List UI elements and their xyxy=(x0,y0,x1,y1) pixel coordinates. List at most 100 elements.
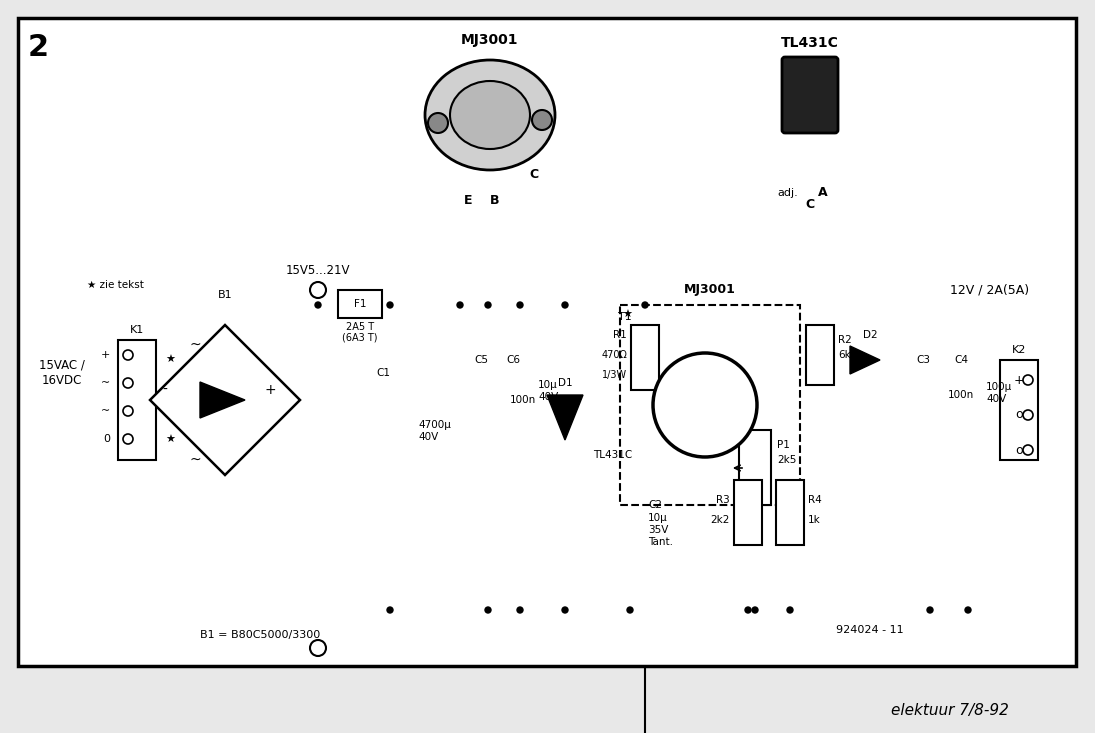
Text: 15V5...21V: 15V5...21V xyxy=(286,263,350,276)
Text: E: E xyxy=(464,194,472,207)
Bar xyxy=(734,480,762,545)
Text: 100µ: 100µ xyxy=(986,382,1012,392)
Circle shape xyxy=(428,113,448,133)
Text: C5: C5 xyxy=(474,355,488,365)
Text: +: + xyxy=(264,383,276,397)
Text: +: + xyxy=(101,350,110,360)
Ellipse shape xyxy=(425,60,555,170)
Polygon shape xyxy=(850,346,880,374)
Text: +: + xyxy=(313,285,323,295)
Bar xyxy=(620,305,800,505)
Circle shape xyxy=(927,607,933,613)
Bar xyxy=(776,480,804,545)
Text: ★: ★ xyxy=(622,310,632,320)
Text: F1: F1 xyxy=(354,299,366,309)
Text: -: - xyxy=(162,383,168,397)
Circle shape xyxy=(1023,445,1033,455)
Text: 15VAC /: 15VAC / xyxy=(39,358,85,372)
Circle shape xyxy=(752,607,758,613)
Text: (6A3 T): (6A3 T) xyxy=(343,333,378,343)
Text: R4: R4 xyxy=(808,495,821,505)
Polygon shape xyxy=(200,382,245,418)
Text: adj.: adj. xyxy=(777,188,798,198)
Circle shape xyxy=(485,607,491,613)
Text: K1: K1 xyxy=(130,325,145,335)
Text: A: A xyxy=(818,186,828,199)
Circle shape xyxy=(310,640,326,656)
Circle shape xyxy=(532,110,552,130)
Text: C: C xyxy=(530,169,539,182)
Circle shape xyxy=(123,378,132,388)
Text: C: C xyxy=(806,199,815,212)
Text: 10µ: 10µ xyxy=(538,380,557,390)
Text: 35V: 35V xyxy=(648,525,668,535)
Text: ~: ~ xyxy=(101,406,110,416)
Text: C3: C3 xyxy=(917,355,930,365)
Text: o: o xyxy=(1015,408,1023,421)
Text: B: B xyxy=(491,194,499,207)
Circle shape xyxy=(787,607,793,613)
Text: 10µ: 10µ xyxy=(648,513,668,523)
Circle shape xyxy=(485,302,491,308)
Text: ~: ~ xyxy=(189,338,200,352)
Text: R1: R1 xyxy=(613,330,627,340)
Circle shape xyxy=(627,607,633,613)
Circle shape xyxy=(123,406,132,416)
Circle shape xyxy=(642,302,648,308)
Ellipse shape xyxy=(450,81,530,149)
Circle shape xyxy=(745,607,751,613)
Text: 1k: 1k xyxy=(808,515,821,525)
Polygon shape xyxy=(548,395,583,440)
Text: P1: P1 xyxy=(777,440,789,450)
Text: ★: ★ xyxy=(165,355,175,365)
Bar xyxy=(631,325,659,390)
Text: R2: R2 xyxy=(838,335,852,345)
Text: MJ3001: MJ3001 xyxy=(684,284,736,297)
Text: B1: B1 xyxy=(218,290,232,300)
Text: K2: K2 xyxy=(1012,345,1026,355)
Text: 40V: 40V xyxy=(986,394,1006,404)
Text: R3: R3 xyxy=(716,495,730,505)
Polygon shape xyxy=(150,325,300,475)
Circle shape xyxy=(457,302,463,308)
Text: 6k8: 6k8 xyxy=(838,350,857,360)
Circle shape xyxy=(123,350,132,360)
Circle shape xyxy=(965,607,971,613)
Text: C2: C2 xyxy=(648,500,662,510)
Text: TL431C: TL431C xyxy=(593,450,632,460)
Text: 100n: 100n xyxy=(948,390,975,400)
Circle shape xyxy=(653,353,757,457)
Circle shape xyxy=(387,302,393,308)
Text: −: − xyxy=(313,641,323,655)
Text: B1 = B80C5000/3300: B1 = B80C5000/3300 xyxy=(200,630,320,640)
Circle shape xyxy=(562,607,568,613)
Text: TL431C: TL431C xyxy=(781,36,839,50)
Text: 2k2: 2k2 xyxy=(711,515,730,525)
Circle shape xyxy=(387,607,393,613)
Text: 2A5 T: 2A5 T xyxy=(346,322,374,332)
Circle shape xyxy=(310,282,326,298)
Text: +: + xyxy=(1014,374,1024,386)
Text: C1: C1 xyxy=(376,368,390,378)
Circle shape xyxy=(315,302,321,308)
Text: 40V: 40V xyxy=(418,432,438,442)
Text: 100n: 100n xyxy=(510,395,537,405)
Circle shape xyxy=(1023,410,1033,420)
Text: Tant.: Tant. xyxy=(648,537,673,547)
Text: 1/3W: 1/3W xyxy=(602,370,627,380)
Bar xyxy=(1000,360,1038,460)
Text: D2: D2 xyxy=(863,330,877,340)
Text: 2: 2 xyxy=(27,34,48,62)
Text: 470Ω: 470Ω xyxy=(601,350,627,360)
Text: ~: ~ xyxy=(101,378,110,388)
Text: 0: 0 xyxy=(103,434,110,444)
Text: D1: D1 xyxy=(557,378,573,388)
Circle shape xyxy=(562,302,568,308)
Text: o: o xyxy=(1015,443,1023,457)
Text: 4700µ: 4700µ xyxy=(418,420,451,430)
Circle shape xyxy=(517,607,523,613)
Circle shape xyxy=(517,302,523,308)
Text: 16VDC: 16VDC xyxy=(42,374,82,386)
Text: T1: T1 xyxy=(618,312,632,322)
Bar xyxy=(806,325,834,385)
